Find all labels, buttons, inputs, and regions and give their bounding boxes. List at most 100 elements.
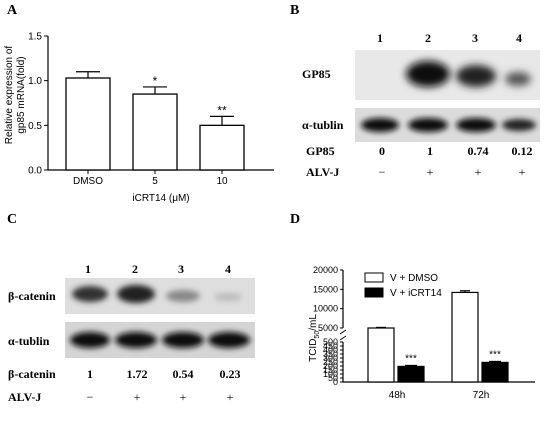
panel-a-bar [199, 124, 245, 171]
panel-c-row1-label: β-catenin [8, 289, 56, 303]
panel-b-lane-1: 1 [377, 31, 383, 45]
panel-b-lane-2: 2 [425, 31, 431, 45]
panel-a-y-tick-label: 1.5 [28, 32, 42, 43]
panel-c-lane-3: 3 [178, 262, 184, 276]
panel-d-bar-dmso [451, 291, 479, 383]
panel-d-y-tick-label: 300 [323, 353, 338, 363]
panel-a-y-tick-label: 1.0 [28, 76, 42, 87]
panel-b-treat-1: − [379, 165, 386, 179]
panel-c-tublin-band-1 [70, 332, 110, 348]
panel-d-y-tick-label: 150 [323, 365, 338, 375]
panel-c-blot: 1 2 3 4 β-catenin α-tublin β-catenin 1 1… [8, 262, 255, 404]
panel-b-letter: B [290, 3, 300, 18]
panel-c-treat-label: ALV-J [8, 390, 41, 404]
panel-d-y-tick-label: 500 [323, 337, 338, 347]
panel-c-quant-1: 1 [87, 367, 93, 381]
panel-d-axis-break-mark [339, 329, 347, 335]
panel-d-y-tick-label: 200 [323, 361, 338, 371]
panel-c-lane-2: 2 [132, 262, 138, 276]
panel-d-significance: *** [405, 353, 417, 364]
panel-a-x-tick-label: 5 [152, 176, 158, 187]
panel-d-y-tick-label: 450 [323, 341, 338, 351]
panel-a-bar [65, 77, 111, 171]
panel-c-treat-1: − [87, 390, 94, 404]
panel-d-legend: V + DMSO V + iCRT14 [364, 272, 442, 299]
panel-b-row2-label: α-tublin [302, 118, 344, 132]
panel-d-y-tick-label: 100 [323, 369, 338, 379]
panel-c-catenin-band-2 [117, 285, 155, 303]
panel-c-treat-4: + [227, 390, 234, 404]
panel-a-y-tick-label: 0.5 [28, 121, 42, 132]
panel-b-gp85-band-2 [406, 61, 450, 87]
panel-d-y-tick-label: 400 [323, 345, 338, 355]
panel-d-ylabel: TCID50/mL [308, 314, 321, 362]
panel-c-tublin-band-4 [208, 332, 250, 348]
panel-d-y-tick-label: 250 [323, 357, 338, 367]
panel-c-quant-2: 1.72 [127, 367, 148, 381]
panel-c-treat-3: + [180, 390, 187, 404]
panel-b-treat-2: + [427, 165, 434, 179]
panel-a-letter: A [7, 3, 18, 18]
panel-a-significance: * [153, 74, 158, 88]
panel-c-row2-label: α-tublin [8, 334, 50, 348]
panel-c-tublin-band-3 [162, 332, 204, 348]
panel-c-catenin-band-1 [72, 286, 108, 302]
legend-label-icrt14: V + iCRT14 [390, 288, 442, 299]
panel-b-blot: 1 2 3 4 GP85 α-tublin GP85 0 1 0.74 0.12… [302, 31, 540, 179]
panel-c-lane-1: 1 [85, 262, 91, 276]
panel-d-x-tick-label: 72h [473, 390, 490, 401]
panel-a-ylabel-line1: Relative expression of [4, 46, 15, 145]
panel-d-y-tick-label: 20000 [313, 265, 338, 275]
panel-b-tublin-band-2 [408, 118, 448, 132]
panel-b-quant-2: 1 [427, 144, 433, 158]
legend-label-dmso: V + DMSO [390, 273, 438, 284]
panel-d-y-tick-label: 5000 [318, 323, 338, 333]
panel-d-y-tick-label: 350 [323, 349, 338, 359]
panel-d-y-tick-label: 0 [333, 377, 338, 387]
panel-d-bar-icrt14 [481, 361, 509, 383]
panel-c-lane-4: 4 [225, 262, 231, 276]
panel-a-ylabel-line2: gp85 mRNA(fold) [16, 56, 27, 133]
panel-b-treat-4: + [519, 165, 526, 179]
panel-a-x-tick-label: 10 [216, 176, 228, 187]
panel-d-bar-dmso [367, 327, 395, 383]
panel-b-lane-4: 4 [516, 31, 522, 45]
panel-c-treat-2: + [134, 390, 141, 404]
panel-c-letter: C [7, 212, 18, 227]
panel-b-quant-3: 0.74 [468, 144, 489, 158]
panel-b-tublin-band-3 [456, 118, 496, 132]
panel-a-significance: ** [217, 103, 227, 117]
panel-b-gp85-band-4 [505, 72, 531, 86]
panel-d-axis-break-mark [339, 335, 347, 341]
panel-b-gp85-band-3 [456, 65, 496, 87]
panel-d-y-tick-label: 15000 [313, 284, 338, 294]
panel-d-letter: D [290, 212, 301, 227]
panel-d-bars: *** *** [367, 290, 509, 383]
panel-b-tublin-band-1 [361, 118, 399, 132]
panel-c-quant-4: 0.23 [220, 367, 241, 381]
panel-d-x-tick-label: 48h [389, 390, 406, 401]
legend-swatch-dmso [364, 272, 384, 283]
panel-b-treat-label: ALV-J [306, 165, 339, 179]
panel-b-treat-3: + [475, 165, 482, 179]
panel-a-xlabel: iCRT14 (μM) [132, 193, 189, 204]
panel-d-y-tick-label: 50 [328, 373, 338, 383]
panel-b-lane-3: 3 [472, 31, 478, 45]
panel-b-quant-label: GP85 [306, 144, 335, 158]
legend-swatch-icrt14 [364, 287, 384, 298]
panel-d-y-tick-label: 10000 [313, 304, 338, 314]
panel-d-bar-icrt14 [397, 365, 425, 383]
panel-c-catenin-band-4 [214, 293, 242, 301]
panel-d-significance: *** [489, 349, 501, 360]
panel-b-quant-4: 0.12 [512, 144, 533, 158]
panel-c-catenin-band-3 [166, 290, 200, 302]
panel-a-bar [132, 93, 178, 171]
panel-b-quant-1: 0 [379, 144, 385, 158]
panel-a-y-tick-label: 0.0 [28, 166, 42, 177]
panel-b-tublin-band-4 [502, 119, 536, 131]
panel-c-quant-label: β-catenin [8, 367, 56, 381]
